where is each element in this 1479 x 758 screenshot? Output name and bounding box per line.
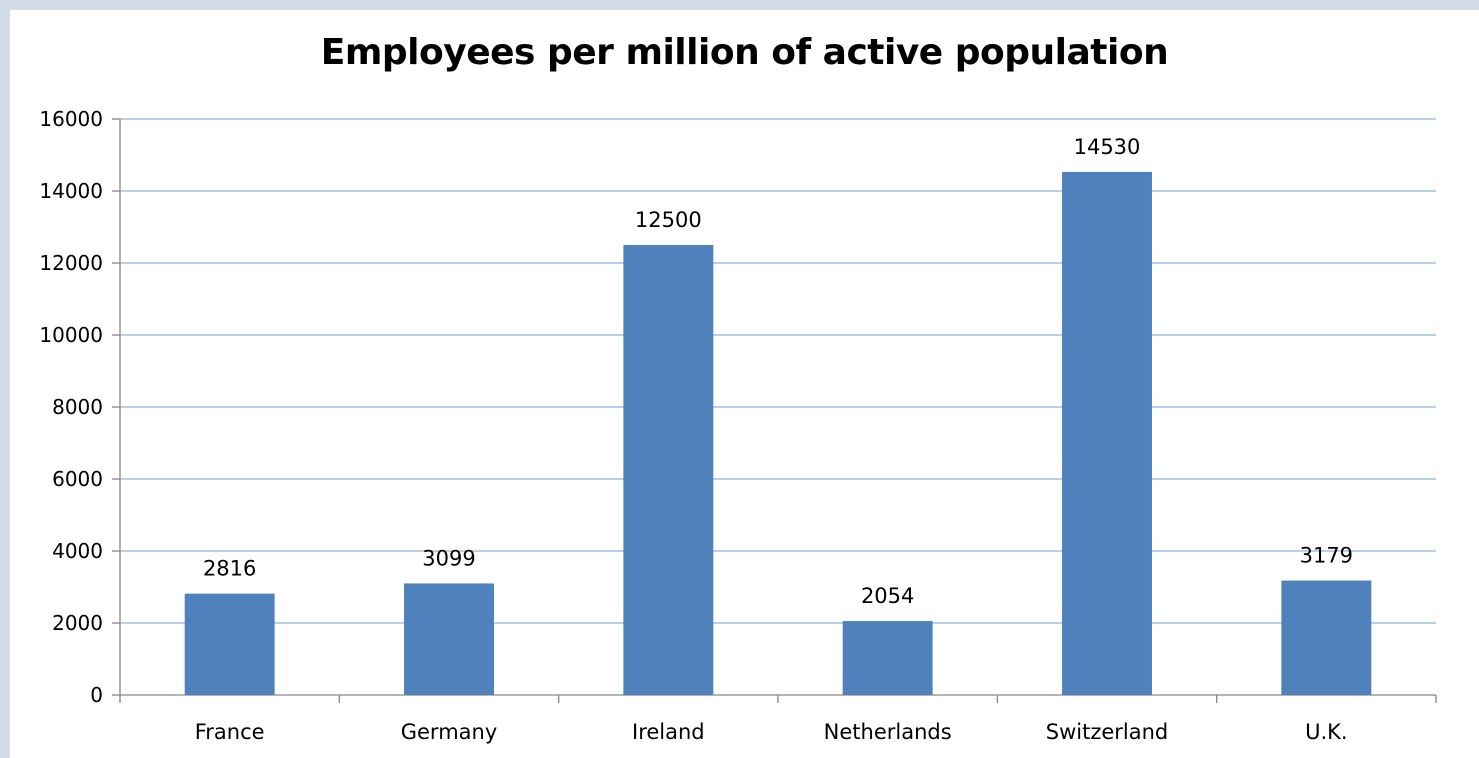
- y-tick-label: 4000: [52, 539, 103, 563]
- data-label: 2054: [861, 584, 914, 608]
- data-label: 3099: [422, 546, 475, 570]
- y-tick-label: 16000: [39, 107, 103, 131]
- data-label: 12500: [635, 208, 702, 232]
- bar-france: [184, 593, 275, 695]
- data-label: 14530: [1074, 135, 1141, 159]
- y-tick-label: 10000: [39, 323, 103, 347]
- x-tick-label: Netherlands: [824, 720, 952, 744]
- bar-switzerland: [1062, 171, 1152, 696]
- x-tick-label: U.K.: [1305, 720, 1348, 744]
- bar-chart: 0 2000 4000 6000 8000 10000 12000 14000 16000 281…: [39, 107, 1437, 744]
- bars: [184, 171, 1372, 696]
- y-tick-label: 6000: [52, 467, 103, 491]
- bar-germany: [404, 583, 494, 695]
- data-label: 3179: [1300, 544, 1353, 568]
- bar-ireland: [623, 245, 714, 695]
- axes: [112, 118, 1437, 703]
- x-tick-label: Switzerland: [1046, 720, 1169, 744]
- x-tick-label: France: [195, 720, 265, 744]
- x-tick-label: Germany: [401, 720, 498, 744]
- chart-frame: Employees per million of active populati…: [10, 10, 1479, 758]
- y-tick-label: 8000: [52, 395, 103, 419]
- data-label: 2816: [203, 557, 256, 581]
- bar-u-k: [1281, 580, 1372, 695]
- bar-netherlands: [842, 621, 933, 695]
- y-tick-label: 2000: [52, 611, 103, 635]
- labels: 0 2000 4000 6000 8000 10000 12000 14000 16000 281…: [39, 107, 1353, 744]
- y-tick-label: 12000: [39, 251, 103, 275]
- y-tick-label: 0: [90, 683, 103, 707]
- y-tick-label: 14000: [39, 179, 103, 203]
- grid-lines: [120, 118, 1436, 624]
- x-tick-label: Ireland: [632, 720, 705, 744]
- chart-title: Employees per million of active populati…: [320, 32, 1169, 73]
